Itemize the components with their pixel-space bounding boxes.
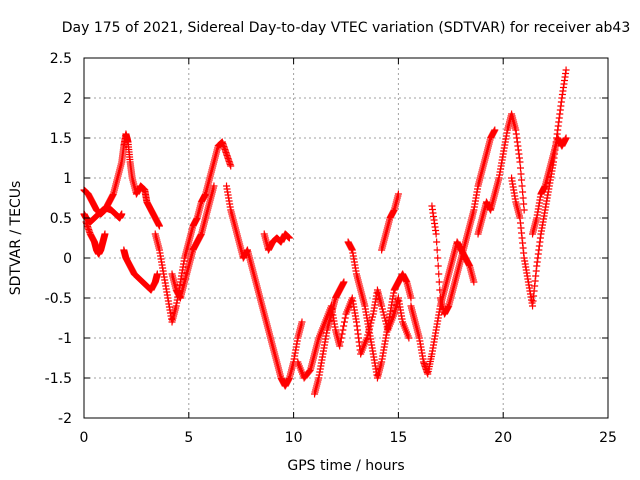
series-track-l <box>378 190 402 254</box>
series-track-n <box>428 126 499 318</box>
data-point <box>336 338 344 346</box>
data-point <box>380 311 388 319</box>
y-tick-label: -0.5 <box>45 291 72 307</box>
data-point <box>407 294 415 302</box>
data-point <box>118 210 126 218</box>
data-point <box>520 200 528 208</box>
data-point <box>298 318 306 326</box>
data-point <box>378 302 386 310</box>
x-tick-label: 25 <box>599 430 617 446</box>
y-tick-label: 0 <box>63 251 72 267</box>
y-tick-label: -2 <box>58 411 72 427</box>
data-points <box>80 66 570 398</box>
data-point <box>336 342 344 350</box>
series-track-f <box>168 182 218 302</box>
data-point <box>405 334 413 342</box>
series-track-h <box>260 230 293 254</box>
data-point <box>436 286 444 294</box>
y-tick-label: 2.5 <box>50 51 72 67</box>
series-track-o <box>474 110 528 238</box>
data-point <box>520 206 528 214</box>
plot-frame <box>83 57 609 419</box>
x-axis-label: GPS time / hours <box>287 458 404 474</box>
series-track-c <box>82 218 109 258</box>
series-track-i <box>294 286 413 382</box>
data-point <box>517 170 525 178</box>
data-point <box>519 194 527 202</box>
series-track-k <box>344 238 415 382</box>
x-tick-label: 20 <box>494 430 512 446</box>
data-point <box>337 334 345 342</box>
data-point <box>435 270 443 278</box>
data-point <box>433 238 441 246</box>
data-point <box>432 230 440 238</box>
data-point <box>491 126 499 134</box>
y-tick-label: 1.5 <box>50 131 72 147</box>
data-point <box>340 278 348 286</box>
data-point <box>519 188 527 196</box>
y-axis-label: SDTVAR / TECUs <box>8 181 24 296</box>
series-track-e <box>151 138 235 326</box>
data-point <box>368 316 376 324</box>
data-point <box>306 367 314 375</box>
x-tick-label: 10 <box>285 430 303 446</box>
series-track-d <box>120 246 161 294</box>
series-track-a <box>80 130 163 230</box>
y-tick-label: 0.5 <box>50 211 72 227</box>
y-tick-label: -1.5 <box>45 371 72 387</box>
series-track-g <box>223 182 306 390</box>
chart-title: Day 175 of 2021, Sidereal Day-to-day VTE… <box>62 20 631 36</box>
data-point <box>368 313 376 321</box>
series-track-p <box>508 66 570 310</box>
data-point <box>433 246 441 254</box>
y-tick-label: 2 <box>63 91 72 107</box>
data-point <box>339 326 347 334</box>
data-point <box>338 330 346 338</box>
series-track-j <box>311 278 348 398</box>
data-point <box>434 262 442 270</box>
data-point <box>470 278 478 286</box>
data-point <box>227 162 235 170</box>
data-point <box>210 182 218 190</box>
data-point <box>341 314 349 322</box>
y-tick-label: 1 <box>63 171 72 187</box>
y-tick-label: -1 <box>58 331 72 347</box>
data-point <box>518 182 526 190</box>
series-track-q <box>529 134 570 238</box>
data-point <box>153 270 161 278</box>
data-point <box>285 234 293 242</box>
data-point <box>516 158 524 166</box>
x-tick-label: 0 <box>80 430 89 446</box>
data-point <box>379 308 387 316</box>
grid <box>84 58 608 418</box>
data-point <box>435 278 443 286</box>
data-point <box>518 176 526 184</box>
data-point <box>101 230 109 238</box>
data-point <box>340 322 348 330</box>
ticks: 0 5 10 15 20 25 -2 -1.5 -1 -0.5 0 0.5 1 1.5 2 2.5 <box>45 51 617 446</box>
data-point <box>378 305 386 313</box>
x-tick-label: 15 <box>389 430 407 446</box>
data-point <box>394 190 402 198</box>
data-point <box>155 222 163 230</box>
data-point <box>434 254 442 262</box>
data-point <box>340 318 348 326</box>
data-point <box>516 164 524 172</box>
data-point <box>562 66 570 74</box>
data-point <box>562 134 570 142</box>
x-tick-label: 5 <box>184 430 193 446</box>
data-point <box>381 314 389 322</box>
